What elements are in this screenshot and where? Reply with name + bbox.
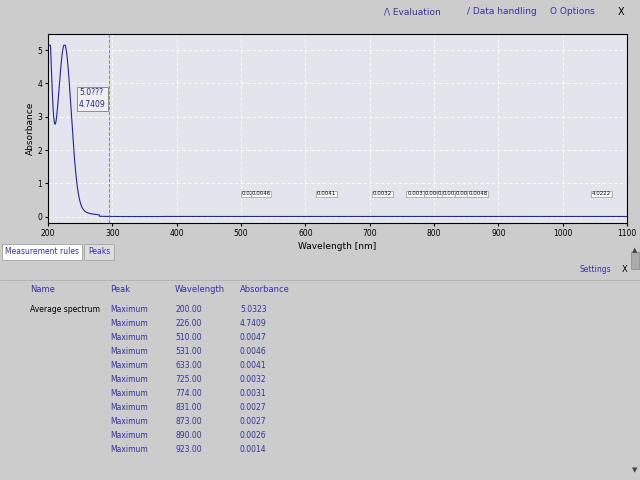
Bar [631, 252, 639, 269]
Text: ▲: ▲ [632, 247, 637, 253]
Text: Peaks: Peaks [88, 248, 110, 256]
Text: X: X [622, 265, 628, 275]
Text: 0.0031: 0.0031 [240, 389, 267, 398]
Text: 4.0222: 4.0222 [592, 192, 611, 196]
Text: Maximum: Maximum [110, 348, 148, 357]
Text: 0.0047: 0.0047 [240, 334, 267, 343]
Text: 0.0046: 0.0046 [252, 192, 271, 196]
Text: Maximum: Maximum [110, 361, 148, 371]
Text: 0.0031: 0.0031 [407, 192, 426, 196]
FancyBboxPatch shape [2, 244, 82, 260]
Text: 510.00: 510.00 [175, 334, 202, 343]
Text: 0.0026: 0.0026 [240, 432, 267, 441]
Text: Maximum: Maximum [110, 404, 148, 412]
Text: Wavelength: Wavelength [175, 286, 225, 295]
Text: 0.0048: 0.0048 [468, 192, 488, 196]
Text: 831.00: 831.00 [175, 404, 202, 412]
Text: Maximum: Maximum [110, 432, 148, 441]
Text: 923.00: 923.00 [175, 445, 202, 455]
Text: / Data handling: / Data handling [467, 7, 537, 16]
Text: 725.00: 725.00 [175, 375, 202, 384]
Text: 5.0323: 5.0323 [240, 305, 267, 314]
Text: Maximum: Maximum [110, 305, 148, 314]
Text: Absorbance: Absorbance [240, 286, 290, 295]
Text: 0.0041: 0.0041 [240, 361, 267, 371]
Text: Maximum: Maximum [110, 334, 148, 343]
Text: 0.0032: 0.0032 [373, 192, 392, 196]
Text: 0.0027: 0.0027 [240, 418, 267, 427]
Text: O Options: O Options [550, 7, 595, 16]
Text: Maximum: Maximum [110, 418, 148, 427]
Y-axis label: Absorbance: Absorbance [26, 102, 35, 155]
Text: 226.00: 226.00 [175, 320, 202, 328]
Text: 0.02: 0.02 [241, 192, 253, 196]
Text: ▼: ▼ [632, 467, 637, 473]
FancyBboxPatch shape [84, 244, 114, 260]
Text: 873.00: 873.00 [175, 418, 202, 427]
Text: Peak: Peak [110, 286, 130, 295]
Text: 0.0014: 0.0014 [240, 445, 267, 455]
Text: Name: Name [30, 286, 55, 295]
Text: Settings: Settings [580, 265, 612, 275]
Text: 633.00: 633.00 [175, 361, 202, 371]
Text: 0.0014: 0.0014 [456, 192, 475, 196]
X-axis label: Wavelength [nm]: Wavelength [nm] [298, 242, 377, 251]
Text: /\ Evaluation: /\ Evaluation [384, 7, 441, 16]
Text: Maximum: Maximum [110, 389, 148, 398]
Text: Average spectrum: Average spectrum [30, 305, 100, 314]
Text: X: X [618, 7, 624, 17]
Text: 0.2: 0.2 [438, 192, 446, 196]
Text: 0.000: 0.000 [425, 192, 441, 196]
Text: 0.0032: 0.0032 [240, 375, 267, 384]
Text: 0.0041: 0.0041 [317, 192, 336, 196]
Text: 0.0027: 0.0027 [240, 404, 267, 412]
Text: Maximum: Maximum [110, 320, 148, 328]
Text: 531.00: 531.00 [175, 348, 202, 357]
Text: 5.0???
4.7409: 5.0??? 4.7409 [79, 88, 106, 109]
Text: 0.0046: 0.0046 [240, 348, 267, 357]
Text: 890.00: 890.00 [175, 432, 202, 441]
Text: 200.00: 200.00 [175, 305, 202, 314]
Text: 0.0025: 0.0025 [442, 192, 462, 196]
Text: Maximum: Maximum [110, 375, 148, 384]
Text: 4.7409: 4.7409 [240, 320, 267, 328]
Text: Maximum: Maximum [110, 445, 148, 455]
Text: Measurement rules: Measurement rules [5, 248, 79, 256]
Text: 774.00: 774.00 [175, 389, 202, 398]
